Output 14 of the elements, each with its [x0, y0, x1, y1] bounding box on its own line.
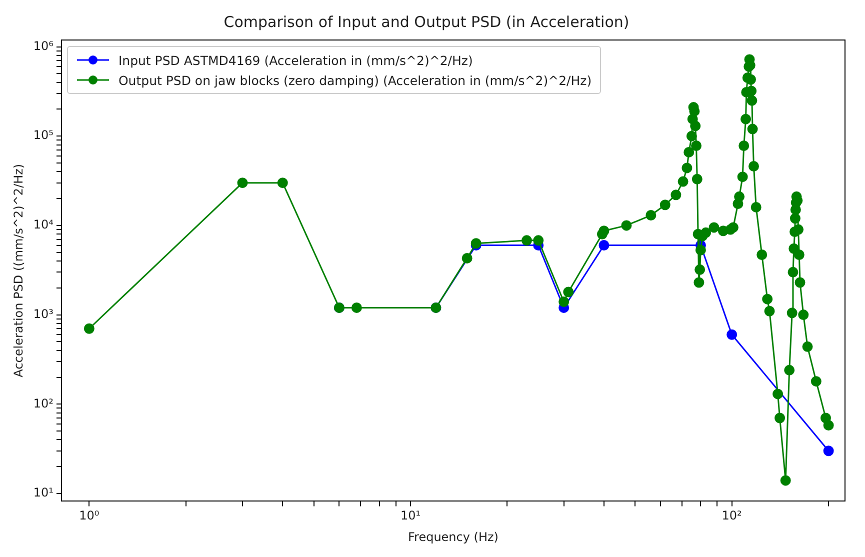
legend-label: Output PSD on jaw blocks (zero damping) (Acceleration in (mm/s^2)^2/Hz) — [118, 72, 592, 88]
y-tick-label: 10⁵ — [33, 128, 54, 142]
y-tick-label: 10⁴ — [33, 218, 54, 232]
y-tick-label: 10² — [33, 396, 54, 410]
y-tick-label: 10³ — [33, 306, 54, 321]
x-axis-title: Frequency (Hz) — [408, 530, 498, 544]
y-tick-label: 10¹ — [33, 486, 54, 500]
y-axis-title: Acceleration PSD ((mm/s^2)^2/Hz) — [11, 164, 26, 378]
y-tick-label: 10⁶ — [33, 38, 54, 53]
x-tick-label: 10² — [722, 508, 742, 523]
x-tick-label: 10⁰ — [79, 508, 100, 523]
x-tick-label: 10¹ — [400, 508, 421, 523]
legend-label: Input PSD ASTMD4169 (Acceleration in (mm/s^2)^2/Hz) — [118, 52, 473, 68]
chart-title: Comparison of Input and Output PSD (in Acceleration) — [224, 12, 630, 31]
